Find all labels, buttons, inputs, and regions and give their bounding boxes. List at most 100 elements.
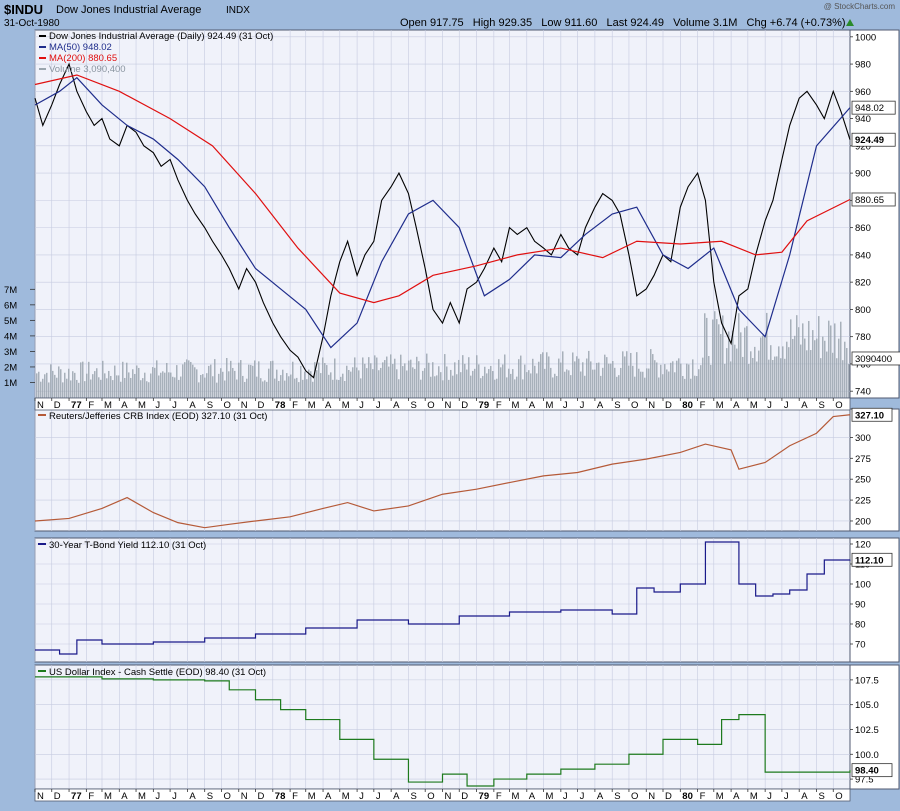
volume-bar [128, 372, 130, 398]
volume-bar [474, 368, 476, 398]
volume-bar [556, 376, 558, 398]
x-tick-label: N [445, 400, 452, 411]
volume-bar [82, 361, 84, 398]
volume-tick-label: 7M [4, 285, 17, 296]
volume-bar [824, 340, 826, 398]
volume-bar [792, 338, 794, 398]
volume-bar [142, 378, 144, 398]
quote-line: Open 917.75 High 929.35 Low 911.60 Last … [400, 17, 846, 29]
volume-bar [590, 361, 592, 398]
volume-bar [90, 379, 92, 398]
volume-bar [182, 364, 184, 398]
as-of-date: 31-Oct-1980 [4, 18, 60, 29]
volume-bar [596, 362, 598, 398]
x-tick-label: 77 [71, 400, 82, 411]
volume-bar [830, 325, 832, 398]
x-tick-label: J [172, 791, 177, 802]
volume-bar [646, 368, 648, 398]
volume-bar [334, 358, 336, 398]
volume-bar [288, 376, 290, 398]
volume-bar [76, 379, 78, 398]
volume-bar [462, 355, 464, 398]
volume-bar [148, 382, 150, 398]
volume-bar [122, 361, 124, 398]
volume-bar [442, 380, 444, 398]
volume-bar [108, 370, 110, 398]
volume-bar [544, 368, 546, 398]
volume-bar [582, 362, 584, 398]
volume-bar [74, 372, 76, 398]
volume-bar [770, 345, 772, 398]
volume-bar [432, 362, 434, 398]
y-tick-label: 250 [855, 475, 871, 486]
volume-bar [274, 378, 276, 398]
x-tick-label: J [155, 400, 160, 411]
volume-bar [740, 332, 742, 398]
volume-bar [826, 351, 828, 398]
volume-bar [98, 377, 100, 398]
y-tick-label: 70 [855, 640, 866, 651]
volume-bar [406, 370, 408, 398]
volume-bar [472, 370, 474, 398]
bond-line [35, 541, 851, 655]
volume-bar [464, 363, 466, 398]
volume-bar [336, 379, 338, 398]
volume-bar [276, 369, 278, 398]
volume-bar [642, 371, 644, 398]
x-tick-label: A [801, 400, 808, 411]
volume-bar [306, 379, 308, 398]
volume-bar [284, 380, 286, 398]
volume-bar [216, 382, 218, 398]
volume-bar [240, 360, 242, 398]
y-tick-label: 840 [855, 250, 871, 261]
volume-bar [208, 365, 210, 398]
x-tick-label: M [750, 791, 758, 802]
volume-bar [738, 313, 740, 398]
volume-bar [796, 315, 798, 398]
volume-bar [58, 366, 60, 398]
volume-bar [54, 374, 56, 398]
y-tick-label: 740 [855, 387, 871, 398]
x-tick-label: O [427, 400, 434, 411]
x-tick-label: S [207, 791, 213, 802]
volume-bar [726, 348, 728, 398]
volume-bar [492, 371, 494, 398]
y-tick-label: 90 [855, 600, 866, 611]
volume-bar [314, 362, 316, 398]
dollar-line [35, 676, 851, 787]
volume-bar [252, 365, 254, 398]
volume-bar [360, 378, 362, 398]
y-tick-label: 275 [855, 454, 871, 465]
volume-bar [648, 368, 650, 398]
end-value-box [851, 351, 900, 366]
volume-bar [256, 376, 258, 398]
volume-bar [396, 369, 398, 398]
x-tick-label: J [376, 791, 381, 802]
volume-bar [448, 379, 450, 398]
volume-bar [522, 379, 524, 398]
volume-bar [190, 361, 192, 398]
volume-bar [496, 378, 498, 398]
y-tick-label: 960 [855, 87, 871, 98]
volume-bar [246, 378, 248, 398]
volume-bar [196, 369, 198, 398]
volume-bar [236, 379, 238, 398]
volume-bar [580, 371, 582, 398]
volume-tick-label: 2M [4, 362, 17, 373]
volume-bar [720, 334, 722, 398]
x-tick-label: D [54, 400, 61, 411]
x-tick-label: N [445, 791, 452, 802]
volume-bar [562, 351, 564, 398]
volume-bar [106, 378, 108, 398]
x-tick-label: J [172, 400, 177, 411]
volume-bar [742, 356, 744, 398]
volume-bar [802, 323, 804, 398]
volume-bar [358, 370, 360, 398]
volume-bar [150, 373, 152, 398]
volume-bar [552, 377, 554, 398]
volume-bar [510, 373, 512, 398]
volume-bar [716, 319, 718, 398]
volume-bar [340, 376, 342, 398]
volume-bar [594, 369, 596, 398]
x-tick-label: A [121, 400, 128, 411]
